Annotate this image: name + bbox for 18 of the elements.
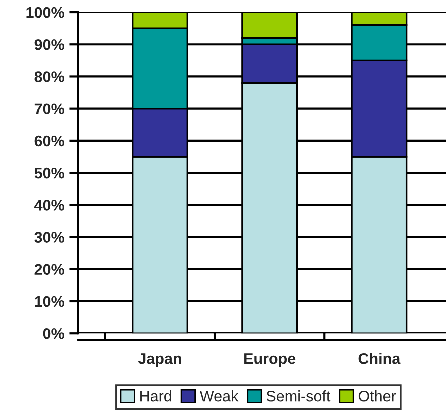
y-tick-label: 70% bbox=[34, 104, 64, 115]
x-tick-label: Europe bbox=[244, 354, 296, 368]
y-tick-label: 30% bbox=[34, 232, 64, 243]
legend-label: Semi-soft bbox=[266, 390, 331, 402]
y-tick-label: 90% bbox=[34, 39, 64, 50]
y-tick-label: 10% bbox=[35, 296, 64, 308]
x-tick-label: China bbox=[358, 353, 401, 364]
legend-label: Other bbox=[358, 390, 396, 402]
y-tick-label: 100% bbox=[26, 7, 64, 18]
y-tick-label: 40% bbox=[34, 200, 64, 211]
y-tick-label: 20% bbox=[34, 264, 64, 276]
y-tick-label: 0% bbox=[43, 328, 64, 340]
x-tick-label: Japan bbox=[138, 354, 182, 368]
legend-label: Hard bbox=[140, 390, 172, 402]
legend-label: Weak bbox=[200, 390, 239, 402]
y-tick-label: 80% bbox=[34, 72, 64, 82]
y-tick-label: 60% bbox=[34, 136, 64, 147]
y-tick-label: 50% bbox=[34, 168, 64, 179]
